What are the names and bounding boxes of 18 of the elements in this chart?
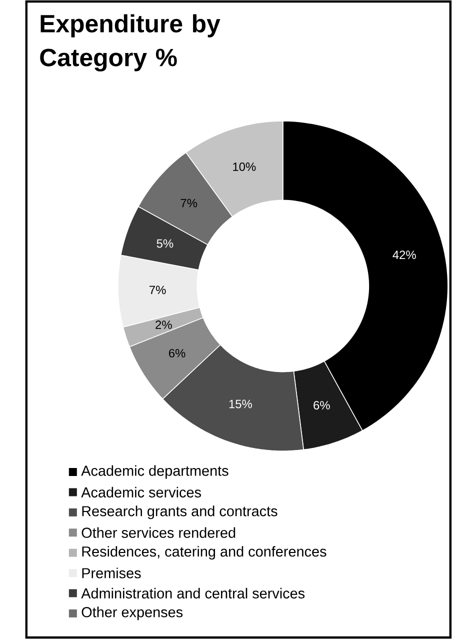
legend-label: Other services rendered <box>82 527 236 538</box>
data-label: 2% <box>156 320 172 329</box>
data-label: 15% <box>229 400 252 408</box>
legend-label: Academic services <box>81 486 202 498</box>
data-label: 5% <box>156 239 174 248</box>
legend-label: Premises <box>82 568 141 578</box>
legend-label: Residences, catering and conferences <box>82 546 326 560</box>
chart-title: Expenditure by Category % <box>40 14 220 72</box>
legend-label: Administration and central services <box>81 588 305 599</box>
data-label: 7% <box>150 286 166 294</box>
legend-label: Research grants and contracts <box>82 506 278 520</box>
data-label: 6% <box>314 401 330 410</box>
data-label: 42% <box>392 250 416 260</box>
data-label: 6% <box>169 348 186 358</box>
data-label: 7% <box>180 198 198 208</box>
legend-label: Academic departments <box>81 465 228 479</box>
data-label: 10% <box>233 162 256 171</box>
legend-label: Other expenses <box>82 606 183 620</box>
